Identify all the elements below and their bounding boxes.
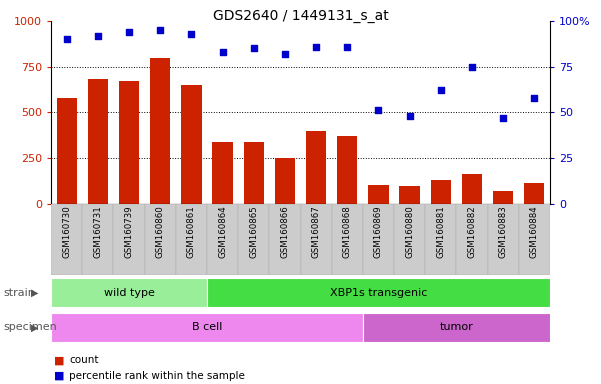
Bar xyxy=(300,204,332,275)
Bar xyxy=(119,81,139,204)
Point xyxy=(280,51,290,57)
Bar xyxy=(56,98,77,204)
Text: strain: strain xyxy=(3,288,35,298)
Text: GSM160884: GSM160884 xyxy=(530,206,539,258)
Bar xyxy=(88,79,108,204)
Bar xyxy=(524,184,545,204)
Text: GSM160866: GSM160866 xyxy=(281,206,290,258)
Text: GSM160881: GSM160881 xyxy=(436,206,445,258)
Text: count: count xyxy=(69,355,99,365)
Bar xyxy=(269,204,300,275)
Bar xyxy=(176,204,207,275)
Bar xyxy=(426,204,456,275)
Text: wild type: wild type xyxy=(103,288,154,298)
Text: ▶: ▶ xyxy=(31,288,38,298)
Text: GDS2640 / 1449131_s_at: GDS2640 / 1449131_s_at xyxy=(213,9,388,23)
Point xyxy=(467,64,477,70)
Text: GSM160739: GSM160739 xyxy=(124,206,133,258)
Bar xyxy=(332,204,363,275)
Text: GSM160730: GSM160730 xyxy=(62,206,71,258)
Bar xyxy=(51,278,207,308)
Point xyxy=(124,29,134,35)
Bar xyxy=(51,313,363,342)
Text: XBP1s transgenic: XBP1s transgenic xyxy=(330,288,427,298)
Bar xyxy=(431,180,451,204)
Text: GSM160861: GSM160861 xyxy=(187,206,196,258)
Bar xyxy=(493,191,513,204)
Bar xyxy=(337,136,358,204)
Text: GSM160865: GSM160865 xyxy=(249,206,258,258)
Bar xyxy=(456,204,487,275)
Bar xyxy=(82,204,114,275)
Bar xyxy=(207,204,238,275)
Text: specimen: specimen xyxy=(3,322,56,333)
Text: ■: ■ xyxy=(54,355,64,365)
Point xyxy=(498,115,508,121)
Bar xyxy=(519,204,550,275)
Point xyxy=(156,27,165,33)
Point xyxy=(186,31,196,37)
Text: ■: ■ xyxy=(54,371,64,381)
Text: GSM160868: GSM160868 xyxy=(343,206,352,258)
Point xyxy=(374,108,383,114)
Point xyxy=(93,33,103,39)
Text: percentile rank within the sample: percentile rank within the sample xyxy=(69,371,245,381)
Point xyxy=(405,113,415,119)
Text: tumor: tumor xyxy=(439,322,473,333)
Bar xyxy=(363,204,394,275)
Bar xyxy=(400,186,419,204)
Point xyxy=(218,49,227,55)
Text: GSM160869: GSM160869 xyxy=(374,206,383,258)
Bar xyxy=(306,131,326,204)
Text: B cell: B cell xyxy=(192,322,222,333)
Point xyxy=(311,44,321,50)
Bar xyxy=(150,58,170,204)
Bar xyxy=(207,278,550,308)
Bar xyxy=(51,204,82,275)
Bar xyxy=(394,204,426,275)
Point xyxy=(529,95,539,101)
Bar xyxy=(275,158,295,204)
Bar xyxy=(182,85,201,204)
Bar xyxy=(212,142,233,204)
Bar xyxy=(145,204,176,275)
Text: GSM160731: GSM160731 xyxy=(93,206,102,258)
Bar xyxy=(368,185,389,204)
Point xyxy=(343,44,352,50)
Text: ▶: ▶ xyxy=(31,322,38,333)
Bar xyxy=(462,174,482,204)
Point xyxy=(62,36,72,43)
Text: GSM160864: GSM160864 xyxy=(218,206,227,258)
Bar xyxy=(487,204,519,275)
Point xyxy=(436,88,445,94)
Text: GSM160860: GSM160860 xyxy=(156,206,165,258)
Bar xyxy=(114,204,145,275)
Bar xyxy=(238,204,269,275)
Text: GSM160882: GSM160882 xyxy=(468,206,477,258)
Point xyxy=(249,45,258,51)
Bar xyxy=(243,142,264,204)
Text: GSM160883: GSM160883 xyxy=(499,206,508,258)
Bar xyxy=(363,313,550,342)
Text: GSM160880: GSM160880 xyxy=(405,206,414,258)
Text: GSM160867: GSM160867 xyxy=(311,206,320,258)
